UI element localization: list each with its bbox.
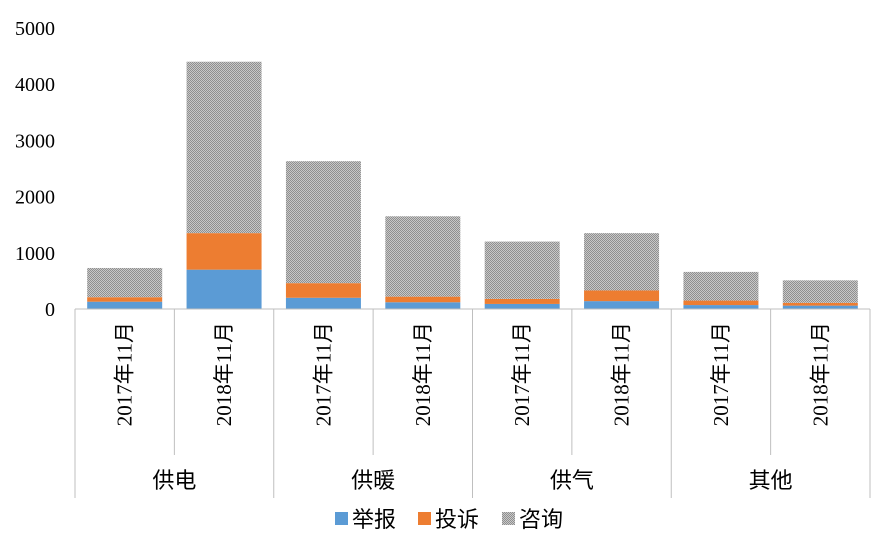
bar-segment-1 xyxy=(484,303,560,309)
y-tick-label: 2000 xyxy=(15,187,55,209)
bar-segment-2 xyxy=(782,302,858,306)
bar-segment-3 xyxy=(782,280,858,303)
category-label: 2017年11月 xyxy=(311,322,335,426)
bar-segment-1 xyxy=(584,301,660,309)
category-label: 2017年11月 xyxy=(510,322,534,426)
bar-segment-3 xyxy=(385,216,461,297)
bar-segment-2 xyxy=(484,298,560,304)
bar-segment-1 xyxy=(186,269,262,309)
legend: 举报 投诉 咨询 xyxy=(335,508,563,533)
y-axis-ticks: 0 1000 2000 3000 4000 5000 xyxy=(15,18,55,321)
group-label: 其他 xyxy=(749,469,793,494)
category-label: 2017年11月 xyxy=(709,322,733,426)
group-label: 供暖 xyxy=(351,469,395,494)
y-tick-label: 3000 xyxy=(15,130,55,152)
y-tick-label: 4000 xyxy=(15,74,55,96)
bar-segment-3 xyxy=(484,241,560,299)
legend-label: 举报 xyxy=(352,508,396,533)
legend-swatch xyxy=(502,512,515,525)
legend-swatch xyxy=(418,512,431,525)
bar-segment-2 xyxy=(87,297,163,302)
category-label: 2018年11月 xyxy=(610,322,634,426)
bar-segment-1 xyxy=(285,297,361,309)
bar-segment-3 xyxy=(87,267,163,298)
bars-area xyxy=(87,61,858,309)
category-label: 2017年11月 xyxy=(113,322,137,426)
bar-segment-3 xyxy=(683,271,759,301)
category-labels: 2017年11月 2018年11月 2017年11月 2018年11月 2017年11月… xyxy=(113,322,833,426)
bar-segment-1 xyxy=(87,301,163,309)
category-label: 2018年11月 xyxy=(411,322,435,426)
axes xyxy=(74,308,871,498)
group-label: 供电 xyxy=(152,469,196,494)
y-tick-label: 1000 xyxy=(15,243,55,265)
bar-segment-1 xyxy=(782,305,858,309)
legend-swatch xyxy=(335,512,348,525)
y-tick-label: 5000 xyxy=(15,18,55,40)
y-tick-label: 0 xyxy=(45,299,55,321)
group-labels: 供电 供暖 供气 其他 xyxy=(152,469,792,494)
category-label: 2018年11月 xyxy=(808,322,832,426)
category-label: 2018年11月 xyxy=(212,322,236,426)
bar-segment-1 xyxy=(385,302,461,309)
bar-segment-3 xyxy=(186,61,262,234)
legend-label: 投诉 xyxy=(435,508,479,533)
bar-segment-1 xyxy=(683,305,759,309)
bar-segment-2 xyxy=(584,290,660,302)
bar-segment-2 xyxy=(186,233,262,270)
bar-segment-3 xyxy=(584,233,660,291)
legend-label: 咨询 xyxy=(519,508,563,533)
bar-segment-2 xyxy=(285,283,361,298)
bar-segment-2 xyxy=(385,296,461,303)
group-label: 供气 xyxy=(550,469,594,494)
bar-segment-3 xyxy=(285,161,361,284)
bar-segment-2 xyxy=(683,300,759,306)
